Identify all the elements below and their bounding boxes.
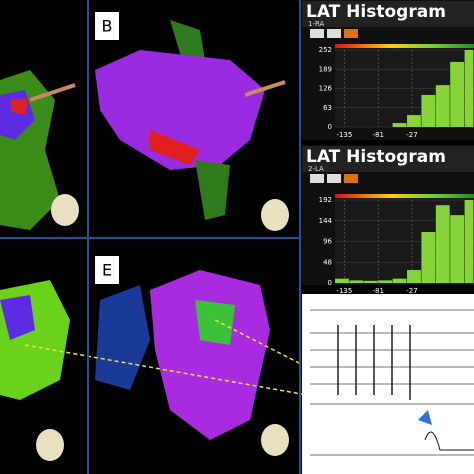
y-tick-label: 48 [323, 258, 332, 266]
histogram-bar [435, 205, 450, 283]
x-tick-label: -27 [406, 287, 417, 295]
histogram-bar [450, 215, 465, 283]
button [327, 174, 341, 183]
button [344, 29, 358, 38]
y-tick-label: 0 [328, 279, 332, 287]
histogram-bar [407, 115, 421, 127]
histogram-bar [392, 278, 407, 283]
histogram-bar [378, 280, 393, 283]
button [310, 29, 324, 38]
histogram-bar [464, 50, 474, 127]
x-tick-label: -135 [336, 131, 352, 139]
histogram-bar [464, 200, 474, 283]
histogram-title: LAT Histogram [306, 147, 446, 167]
histogram-title: LAT Histogram [306, 2, 446, 22]
color-bar [335, 44, 474, 48]
y-tick-label: 96 [323, 238, 332, 246]
x-tick-label: -27 [406, 131, 417, 139]
panel-label: B [102, 17, 113, 36]
y-tick-label: 144 [319, 217, 333, 225]
header [302, 146, 474, 172]
histogram-bar [450, 61, 465, 127]
y-tick-label: 189 [319, 65, 332, 73]
histogram-bar [349, 280, 364, 283]
y-tick-label: 252 [319, 46, 332, 54]
histogram-subtitle: 1-RA [308, 20, 325, 28]
button [327, 29, 341, 38]
button [344, 174, 358, 183]
histogram-bar [421, 231, 436, 283]
ecg-panel [302, 294, 474, 474]
y-tick-label: 192 [319, 196, 332, 204]
histogram-bar [335, 278, 349, 283]
histogram-bar [363, 280, 378, 283]
button [310, 174, 324, 183]
histogram-bar [392, 123, 407, 127]
header [302, 1, 474, 27]
map-panels [0, 0, 431, 474]
histogram-bar [435, 85, 450, 127]
x-tick-label: -81 [372, 287, 383, 295]
histogram-bar [407, 270, 421, 283]
panel-label: E [102, 261, 112, 280]
y-tick-label: 63 [323, 104, 332, 112]
color-bar [335, 194, 474, 198]
x-tick-label: -135 [336, 287, 352, 295]
histogram-bar [421, 94, 436, 127]
histogram-subtitle: 2-LA [308, 165, 324, 173]
x-tick-label: -81 [372, 131, 383, 139]
y-tick-label: 126 [319, 85, 333, 93]
y-tick-label: 0 [328, 123, 332, 131]
